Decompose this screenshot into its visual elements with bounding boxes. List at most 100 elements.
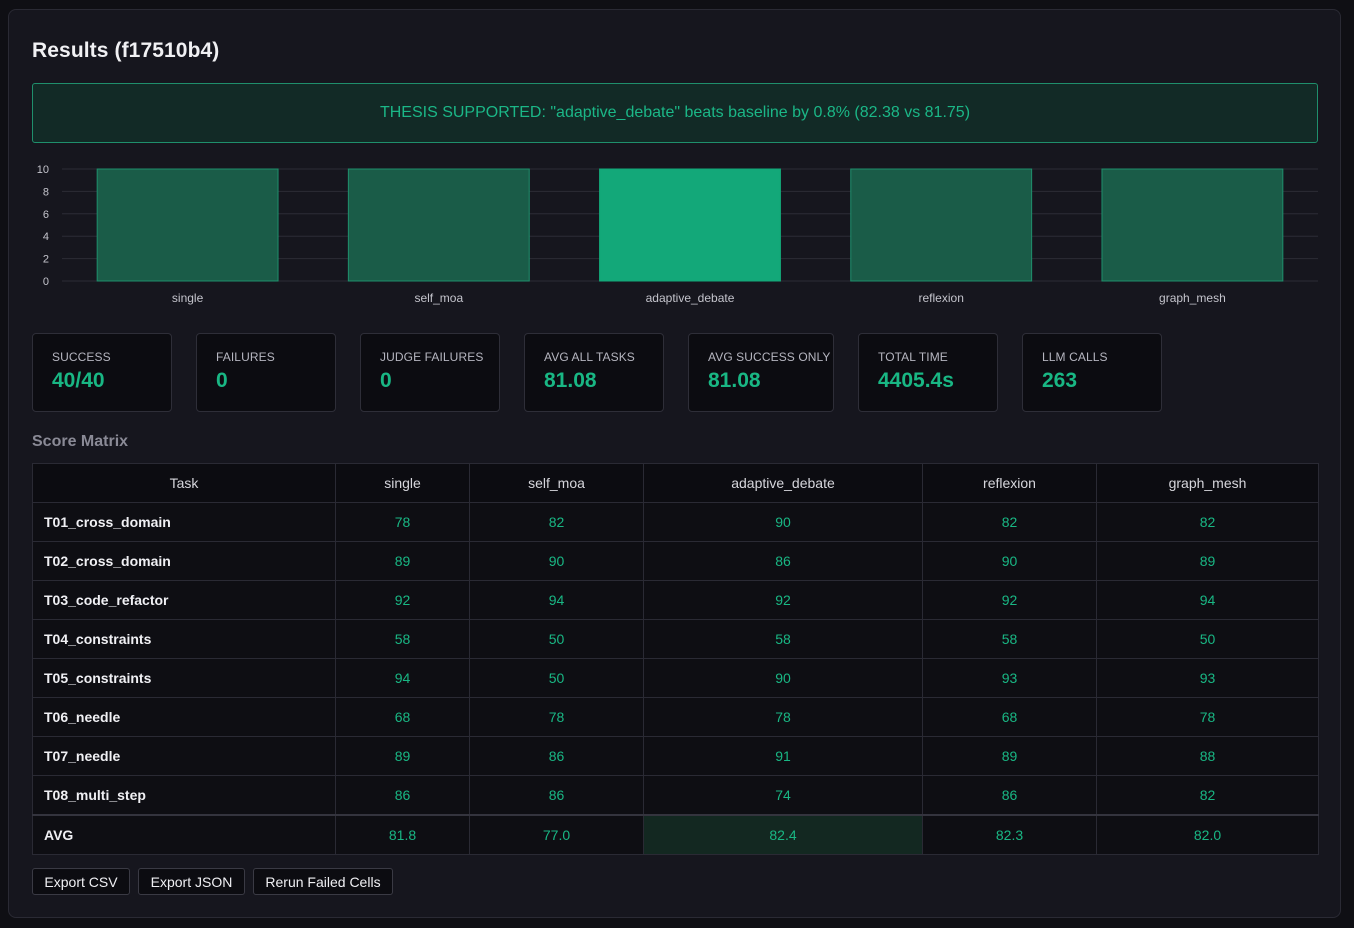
stat-avg-all-tasks: AVG ALL TASKS 81.08 <box>524 333 664 412</box>
export-csv-button[interactable]: Export CSV <box>32 868 130 895</box>
score-cell: 89 <box>335 736 470 776</box>
score-cell: 82 <box>922 502 1097 542</box>
task-cell: T01_cross_domain <box>32 502 336 542</box>
stat-label: JUDGE FAILURES <box>380 350 484 364</box>
bar-single <box>96 168 279 282</box>
export-json-button[interactable]: Export JSON <box>138 868 245 895</box>
score-cell: 78 <box>643 697 923 737</box>
stat-value: 81.08 <box>544 369 597 392</box>
avg-row: AVG 81.8 77.0 82.4 82.3 82.0 <box>32 814 1319 855</box>
stat-label: AVG SUCCESS ONLY <box>708 350 831 364</box>
score-cell: 50 <box>469 619 644 659</box>
stat-label: TOTAL TIME <box>878 350 948 364</box>
stat-value: 263 <box>1042 369 1078 392</box>
task-cell: T06_needle <box>32 697 336 737</box>
score-cell: 89 <box>335 541 470 581</box>
x-tick-label: graph_mesh <box>1159 291 1226 305</box>
score-cell: 68 <box>335 697 470 737</box>
avg-label-cell: AVG <box>32 814 336 855</box>
x-tick-label: adaptive_debate <box>646 291 735 305</box>
column-header-reflexion[interactable]: reflexion <box>922 463 1097 503</box>
bar-adaptive-debate <box>599 168 781 282</box>
score-matrix-title: Score Matrix <box>32 433 129 450</box>
table-row: T02_cross_domain 89 90 86 90 89 <box>32 541 1319 581</box>
table-row: T07_needle 89 86 91 89 88 <box>32 736 1319 776</box>
avg-cell: 82.3 <box>922 814 1097 855</box>
bar-self-moa <box>347 168 530 282</box>
score-cell: 92 <box>643 580 923 620</box>
table-row: T01_cross_domain 78 82 90 82 82 <box>32 502 1319 542</box>
y-tick-label: 8 <box>43 186 49 198</box>
score-cell: 50 <box>1096 619 1319 659</box>
score-cell: 68 <box>922 697 1097 737</box>
score-cell: 88 <box>1096 736 1319 776</box>
score-cell: 58 <box>335 619 470 659</box>
stat-value: 40/40 <box>52 369 105 392</box>
stat-value: 0 <box>216 369 228 392</box>
score-cell: 86 <box>469 775 644 816</box>
score-cell: 90 <box>922 541 1097 581</box>
stat-label: LLM CALLS <box>1042 350 1108 364</box>
score-cell: 86 <box>335 775 470 816</box>
y-tick-label: 6 <box>43 209 49 221</box>
score-cell: 50 <box>469 658 644 698</box>
stat-value: 81.08 <box>708 369 761 392</box>
score-cell: 82 <box>1096 775 1319 816</box>
column-header-task[interactable]: Task <box>32 463 336 503</box>
score-cell: 91 <box>643 736 923 776</box>
avg-cell: 77.0 <box>469 814 644 855</box>
score-cell: 86 <box>922 775 1097 816</box>
score-matrix-table: Task single self_moa adaptive_debate ref… <box>32 463 1319 855</box>
x-tick-label: single <box>172 291 204 305</box>
y-tick-label: 0 <box>43 276 49 288</box>
score-cell: 58 <box>922 619 1097 659</box>
column-header-adaptive-debate[interactable]: adaptive_debate <box>643 463 923 503</box>
thesis-banner: THESIS SUPPORTED: "adaptive_debate" beat… <box>32 83 1318 143</box>
page-title: Results (f17510b4) <box>32 39 220 62</box>
score-cell: 94 <box>469 580 644 620</box>
table-row: T08_multi_step 86 86 74 86 82 <box>32 775 1319 816</box>
score-cell: 78 <box>1096 697 1319 737</box>
avg-cell-best: 82.4 <box>643 814 923 855</box>
stat-label: FAILURES <box>216 350 275 364</box>
stat-label: AVG ALL TASKS <box>544 350 635 364</box>
table-header-row: Task single self_moa adaptive_debate ref… <box>32 463 1319 503</box>
stat-value: 4405.4s <box>878 369 954 392</box>
score-cell: 93 <box>1096 658 1319 698</box>
bar-reflexion <box>850 168 1033 282</box>
task-cell: T07_needle <box>32 736 336 776</box>
score-cell: 78 <box>469 697 644 737</box>
rerun-failed-cells-button[interactable]: Rerun Failed Cells <box>253 868 393 895</box>
table-row: T06_needle 68 78 78 68 78 <box>32 697 1319 737</box>
y-tick-label: 10 <box>37 164 49 176</box>
score-bar-chart: 0 2 4 6 8 10 single self_moa adaptive_debate refl… <box>32 162 1322 312</box>
x-tick-label: self_moa <box>414 291 463 305</box>
table-row: T05_constraints 94 50 90 93 93 <box>32 658 1319 698</box>
chart-svg: 0 2 4 6 8 10 single self_moa adaptive_debate refl… <box>37 164 1318 305</box>
stat-label: SUCCESS <box>52 350 111 364</box>
stat-value: 0 <box>380 369 392 392</box>
results-panel: Results (f17510b4) THESIS SUPPORTED: "ad… <box>8 9 1341 918</box>
task-cell: T03_code_refactor <box>32 580 336 620</box>
task-cell: T08_multi_step <box>32 775 336 816</box>
score-cell: 86 <box>643 541 923 581</box>
score-cell: 86 <box>469 736 644 776</box>
score-cell: 78 <box>335 502 470 542</box>
stat-failures: FAILURES 0 <box>196 333 336 412</box>
table-row: T03_code_refactor 92 94 92 92 94 <box>32 580 1319 620</box>
task-cell: T05_constraints <box>32 658 336 698</box>
stat-llm-calls: LLM CALLS 263 <box>1022 333 1162 412</box>
score-cell: 94 <box>335 658 470 698</box>
x-tick-label: reflexion <box>919 291 964 305</box>
stat-avg-success-only: AVG SUCCESS ONLY 81.08 <box>688 333 834 412</box>
column-header-single[interactable]: single <box>335 463 470 503</box>
column-header-graph-mesh[interactable]: graph_mesh <box>1096 463 1319 503</box>
column-header-self-moa[interactable]: self_moa <box>469 463 644 503</box>
avg-cell: 82.0 <box>1096 814 1319 855</box>
score-cell: 82 <box>469 502 644 542</box>
score-cell: 90 <box>643 502 923 542</box>
score-cell: 58 <box>643 619 923 659</box>
stat-success: SUCCESS 40/40 <box>32 333 172 412</box>
table-row: T04_constraints 58 50 58 58 50 <box>32 619 1319 659</box>
stat-total-time: TOTAL TIME 4405.4s <box>858 333 998 412</box>
